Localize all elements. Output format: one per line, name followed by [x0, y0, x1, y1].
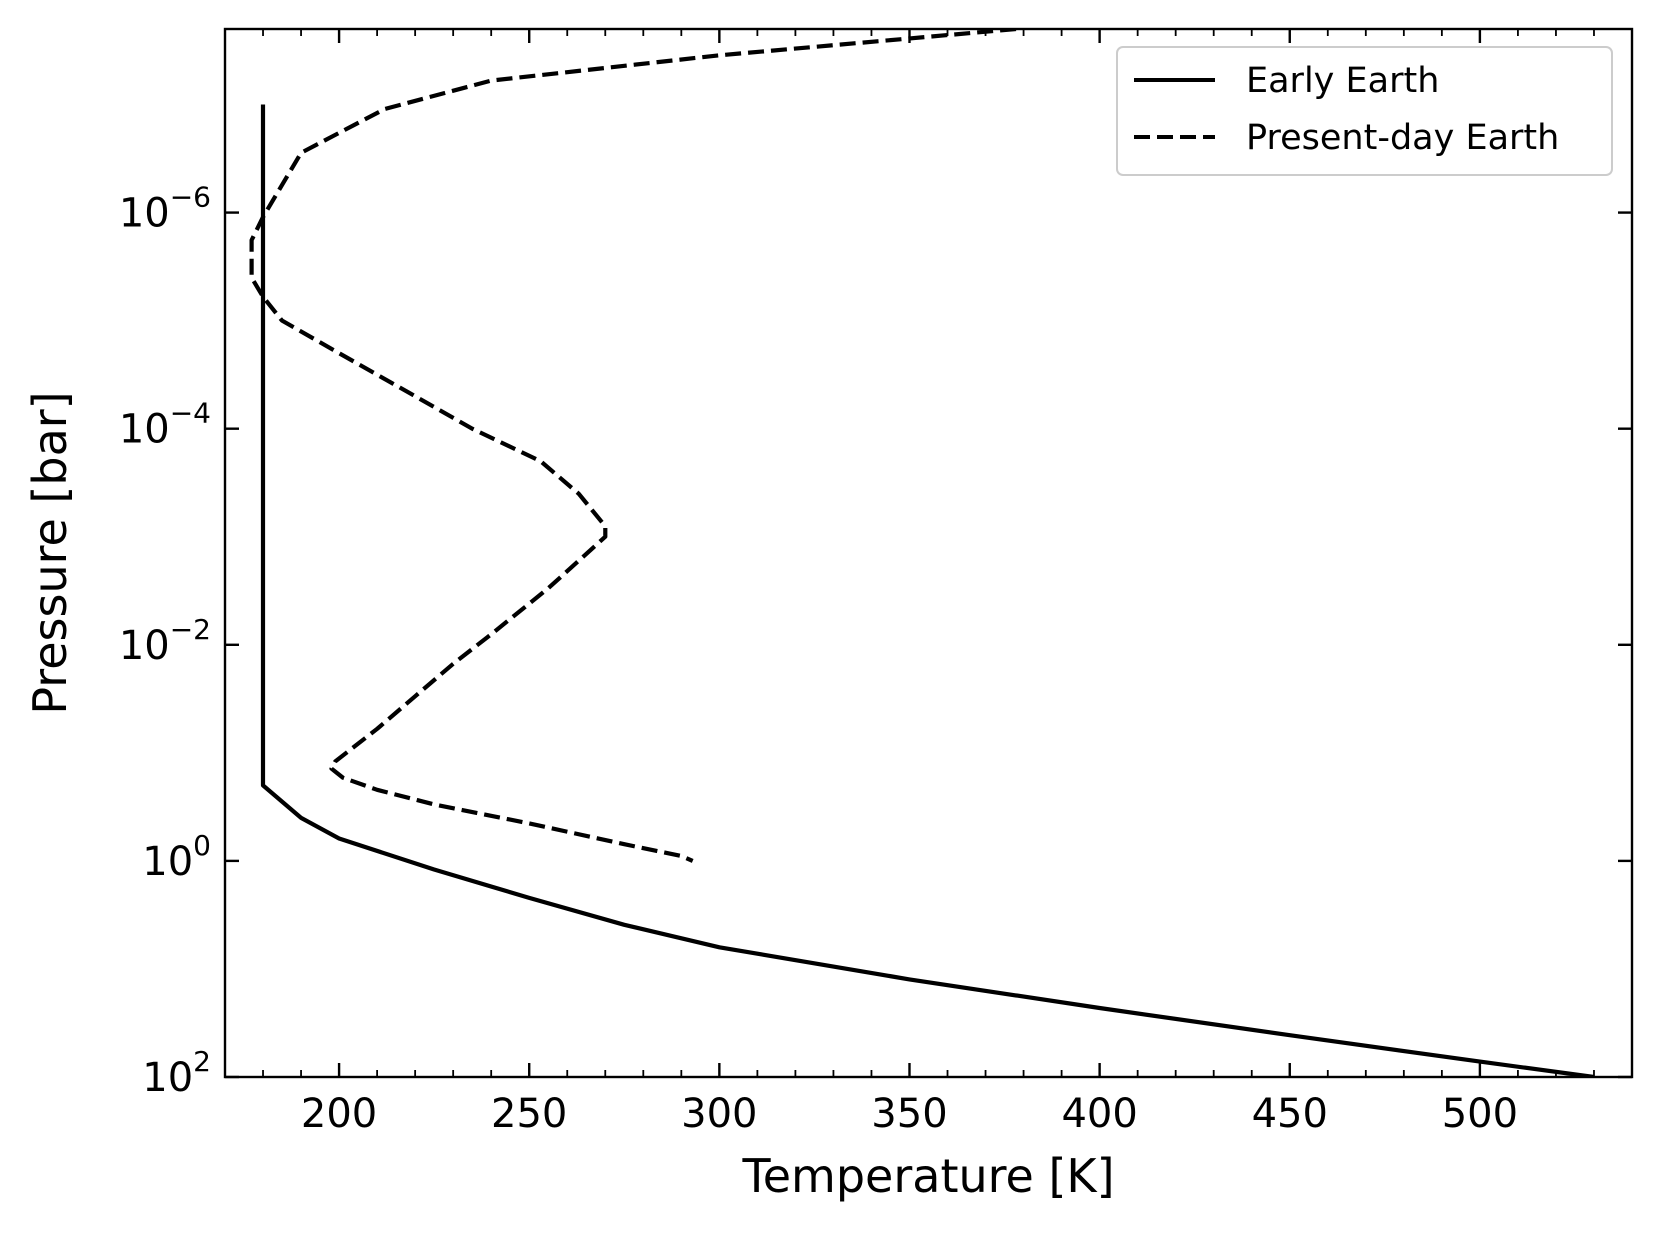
x-tick-label: 500 — [1442, 1091, 1518, 1137]
series-line-present-day-earth — [249, 29, 1017, 863]
x-tick-label: 250 — [491, 1091, 567, 1137]
plot-frame — [223, 27, 1634, 1079]
x-tick-label: 300 — [681, 1091, 757, 1137]
y-tick-label: 10−2 — [119, 613, 211, 669]
x-tick-label: 450 — [1252, 1091, 1328, 1137]
legend-label-early-earth: Early Earth — [1246, 61, 1439, 101]
y-axis-label: Pressure [bar] — [23, 391, 77, 714]
x-tick-label: 200 — [301, 1091, 377, 1137]
x-axis-label: Temperature [K] — [741, 1149, 1114, 1203]
y-tick-label: 10−6 — [119, 181, 211, 237]
y-tick-label: 102 — [142, 1045, 211, 1101]
x-tick-label: 350 — [871, 1091, 947, 1137]
y-tick-label: 100 — [142, 829, 211, 885]
series-layer — [249, 29, 1595, 1077]
tick-labels-layer: 200 250 300 350 400 450 500 10−6 10−4 10−2 100 102 — [119, 181, 1518, 1137]
legend-label-present-day-earth: Present-day Earth — [1246, 118, 1559, 158]
y-tick-label: 10−4 — [119, 397, 211, 453]
legend: Early Earth Present-day Earth — [1116, 46, 1613, 176]
x-tick-label: 400 — [1061, 1091, 1137, 1137]
series-line-early-earth — [260, 104, 1595, 1077]
legend-box — [1116, 46, 1613, 176]
